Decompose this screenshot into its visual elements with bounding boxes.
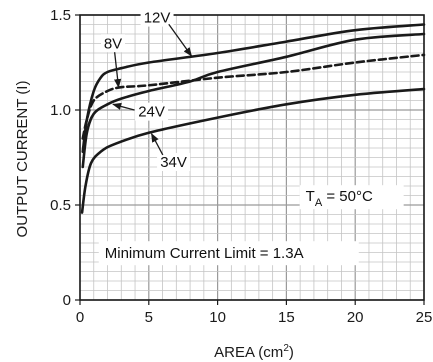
temperature-subscript: A (315, 197, 323, 209)
x-tick-label: 5 (145, 309, 153, 326)
temperature-annotation-bg (299, 185, 404, 210)
temperature-value: = 50°C (322, 188, 373, 205)
temperature-annotation: TA = 50°C (306, 188, 373, 209)
x-tick-label: 15 (278, 309, 295, 326)
y-axis-title: OUTPUT CURRENT (I) (14, 81, 31, 238)
series-label-bg (101, 34, 126, 53)
limit-note-bg (98, 241, 359, 266)
series-line-8v (81, 53, 426, 140)
x-axis-title-main: AREA (cm (214, 344, 283, 361)
x-axis-title-close: ) (289, 344, 294, 361)
series-label-12v: 12V (144, 10, 171, 27)
series-line-24v (81, 32, 426, 169)
y-tick-label: 1.5 (50, 7, 71, 24)
x-axis-title: AREA (cm2) (214, 343, 294, 361)
y-tick-label: 1.0 (50, 102, 71, 119)
plot-border (79, 14, 425, 301)
series-label-24v: 24V (138, 104, 165, 121)
minimum-current-limit-note: Minimum Current Limit = 1.3A (105, 245, 304, 262)
x-tick-label: 20 (347, 309, 364, 326)
x-tick-label: 25 (416, 309, 433, 326)
plot-frame (79, 14, 425, 301)
series-label-arrow (168, 23, 192, 57)
series-label-8v: 8V (104, 35, 122, 52)
series-label-arrow (150, 132, 164, 156)
series-label-arrow (112, 102, 135, 111)
series-label-bg (135, 102, 169, 121)
x-tick-label: 0 (76, 309, 84, 326)
series-label-arrow (113, 52, 122, 89)
series-label-bg (140, 8, 174, 27)
y-tick-label: 0 (63, 292, 71, 309)
series-group (80, 23, 426, 214)
temperature-symbol: T (306, 188, 315, 205)
series-line-12v (81, 23, 426, 154)
x-axis-title-superscript: 2 (283, 343, 289, 354)
y-tick-label: 0.5 (50, 197, 71, 214)
tick-labels: 0 5 10 15 20 25 0 0.5 1.0 1.5 (50, 7, 432, 326)
annotations: 12V 8V 24V 34V TA = 50°C Minimum Current Limi… (98, 8, 404, 266)
series-line-34v (80, 87, 426, 214)
series-label-bg (157, 153, 191, 171)
x-tick-label: 10 (209, 309, 226, 326)
series-label-34v: 34V (160, 154, 187, 171)
